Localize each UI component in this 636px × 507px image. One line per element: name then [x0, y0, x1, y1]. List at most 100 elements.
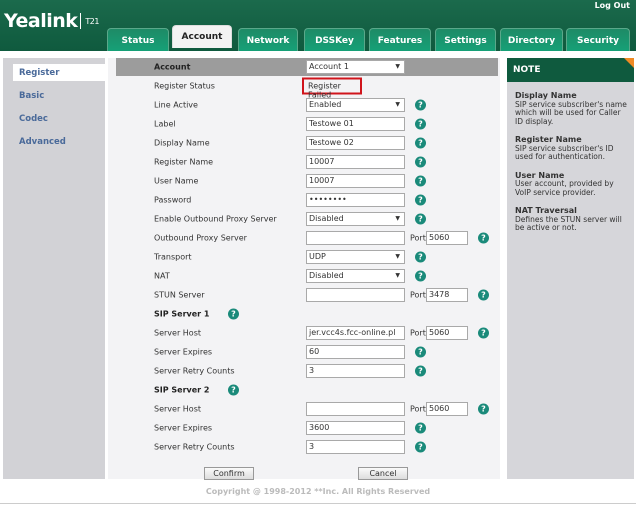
server-host-input[interactable] — [306, 402, 405, 416]
logout-link[interactable]: Log Out — [594, 1, 630, 10]
register-name-input[interactable]: 10007 — [306, 155, 405, 169]
port-label: Port — [410, 328, 426, 338]
copyright: Copyright @ 1998-2012 **Inc. All Rights … — [0, 480, 636, 504]
server-expires-label: Server Expires — [154, 347, 213, 357]
sip-server-2-label: SIP Server 2 — [154, 385, 210, 395]
help-icon[interactable]: ? — [415, 365, 426, 377]
tab-directory[interactable]: Directory — [500, 28, 563, 51]
label-label: Label — [154, 119, 176, 129]
stun-server-input[interactable] — [306, 288, 405, 302]
model: T21 — [85, 17, 99, 26]
help-icon[interactable]: ? — [415, 137, 426, 149]
server-host-input[interactable]: jer.vcc4s.fcc-online.pl — [306, 326, 405, 340]
tab-status[interactable]: Status — [107, 28, 169, 51]
note-item-text: User account, provided by VoIP service p… — [515, 179, 614, 197]
server-retry-counts-input[interactable]: 3 — [306, 364, 405, 378]
note-title: NOTE — [507, 58, 634, 82]
help-icon[interactable]: ? — [415, 346, 426, 358]
note-item: NAT Traversal Defines the STUN server wil… — [515, 206, 630, 233]
nat-select[interactable]: Disabled — [306, 269, 405, 283]
sidebar-item-register[interactable]: Register — [13, 64, 105, 81]
help-icon[interactable]: ? — [415, 251, 426, 263]
server-retry-counts-label: Server Retry Counts — [154, 442, 235, 452]
help-icon[interactable]: ? — [415, 441, 426, 453]
nat-label: NAT — [154, 271, 170, 281]
tab-dsskey[interactable]: DSSKey — [304, 28, 365, 51]
password-label: Password — [154, 195, 192, 205]
help-icon[interactable]: ? — [478, 289, 489, 301]
account-form: Account Account 1 Register Status Registe… — [108, 58, 500, 480]
help-icon[interactable]: ? — [415, 156, 426, 168]
enable-outbound-proxy-server-select[interactable]: Disabled — [306, 212, 405, 226]
note-item: Display Name SIP service subscriber's nam… — [515, 91, 630, 126]
register-name-label: Register Name — [154, 157, 214, 167]
help-icon[interactable]: ? — [228, 384, 239, 396]
port-label: Port — [410, 233, 426, 243]
enable-outbound-proxy-server-label: Enable Outbound Proxy Server — [154, 214, 277, 224]
server-expires-label: Server Expires — [154, 423, 213, 433]
note-item-title: User Name — [515, 170, 565, 180]
user-name-input[interactable]: 10007 — [306, 174, 405, 188]
password-input[interactable]: •••••••• — [306, 193, 405, 207]
account-value: Account 1 — [309, 62, 349, 71]
register-status: Register Failed — [302, 77, 362, 100]
server-expires-input[interactable]: 60 — [306, 345, 405, 359]
tab-settings[interactable]: Settings — [435, 28, 496, 51]
tab-network[interactable]: Network — [238, 28, 298, 51]
note-item-text: Defines the STUN server will be active o… — [515, 214, 622, 232]
label-input[interactable]: Testowe 01 — [306, 117, 405, 131]
server-expires-input[interactable]: 3600 — [306, 421, 405, 435]
sidebar-item-codec[interactable]: Codec — [19, 114, 48, 124]
tab-account[interactable]: Account — [172, 25, 232, 48]
server-retry-counts-value: 3 — [309, 366, 315, 375]
transport-select[interactable]: UDP — [306, 250, 405, 264]
server-expires-value: 3600 — [309, 423, 330, 432]
help-icon[interactable]: ? — [415, 99, 426, 111]
password-value: •••••••• — [309, 195, 347, 204]
register-status-label: Register Status — [154, 81, 215, 91]
display-name-input[interactable]: Testowe 02 — [306, 136, 405, 150]
sidebar-item-basic[interactable]: Basic — [19, 91, 45, 101]
stun-server-label: STUN Server — [154, 290, 205, 300]
help-icon[interactable]: ? — [415, 422, 426, 434]
help-icon[interactable]: ? — [415, 118, 426, 130]
account-select[interactable]: Account 1 — [306, 60, 405, 74]
note-item: Register Name SIP service subscriber's ID… — [515, 135, 630, 162]
help-icon[interactable]: ? — [478, 403, 489, 415]
port-input[interactable]: 5060 — [426, 231, 468, 245]
port-input[interactable]: 5060 — [426, 326, 468, 340]
note-item-title: Register Name — [515, 135, 582, 144]
line-active-select[interactable]: Enabled — [306, 98, 405, 112]
cancel-button[interactable]: Cancel — [358, 467, 408, 480]
help-icon[interactable]: ? — [415, 270, 426, 282]
transport-value: UDP — [309, 252, 326, 261]
confirm-button[interactable]: Confirm — [204, 467, 254, 480]
display-name-label: Display Name — [154, 138, 210, 148]
note-item-text: SIP service subscriber's name which will… — [515, 99, 627, 126]
sip-server-1-label: SIP Server 1 — [154, 309, 210, 319]
help-icon[interactable]: ? — [415, 194, 426, 206]
note-panel: NOTE Display Name SIP service subscriber'… — [507, 58, 634, 479]
account-label: Account — [154, 62, 191, 72]
port-input[interactable]: 5060 — [426, 402, 468, 416]
help-icon[interactable]: ? — [478, 232, 489, 244]
display-name-value: Testowe 02 — [309, 138, 354, 147]
label-value: Testowe 01 — [309, 119, 354, 128]
server-host-value: jer.vcc4s.fcc-online.pl — [309, 328, 396, 337]
sidebar-item-advanced[interactable]: Advanced — [19, 137, 66, 147]
note-item-title: Display Name — [515, 91, 577, 100]
help-icon[interactable]: ? — [478, 327, 489, 339]
tab-security[interactable]: Security — [566, 28, 630, 51]
server-host-label: Server Host — [154, 328, 201, 338]
tab-features[interactable]: Features — [369, 28, 431, 51]
line-active-label: Line Active — [154, 100, 198, 110]
help-icon[interactable]: ? — [415, 175, 426, 187]
user-name-label: User Name — [154, 176, 199, 186]
server-retry-counts-input[interactable]: 3 — [306, 440, 405, 454]
outbound-proxy-server-label: Outbound Proxy Server — [154, 233, 247, 243]
port-label: Port — [410, 404, 426, 414]
help-icon[interactable]: ? — [415, 213, 426, 225]
outbound-proxy-server-input[interactable] — [306, 231, 405, 245]
help-icon[interactable]: ? — [228, 308, 239, 320]
port-input[interactable]: 3478 — [426, 288, 468, 302]
